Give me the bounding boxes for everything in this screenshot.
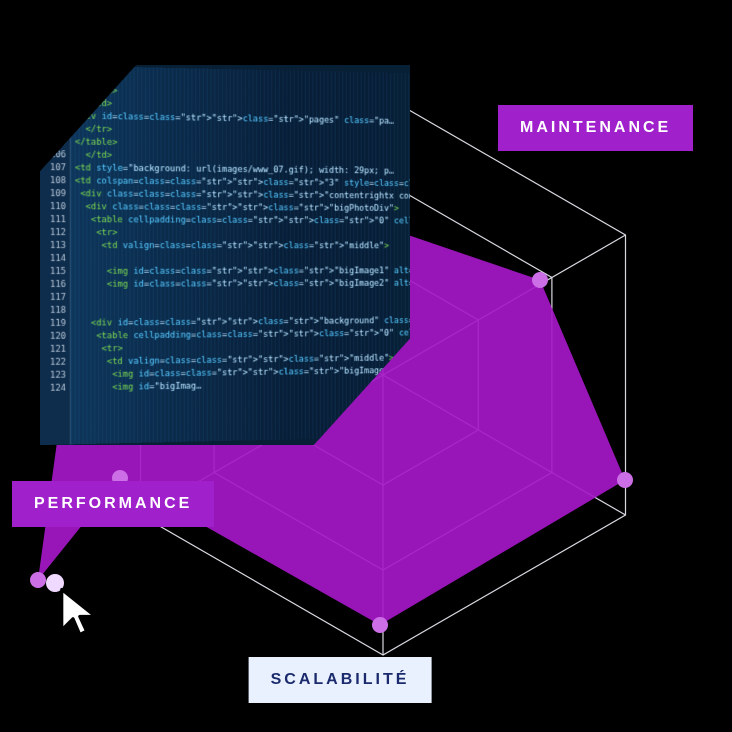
label-scalabilite: SCALABILITÉ xyxy=(249,657,432,703)
label-performance: PERFORMANCE xyxy=(12,481,214,527)
cursor-icon xyxy=(55,585,109,639)
code-content: </tr> </table> </td> <div id=class=class… xyxy=(71,66,410,445)
label-maintenance: MAINTENANCE xyxy=(498,105,693,151)
code-editor-overlay: 1001011021031041051061071081091101111121… xyxy=(40,65,410,445)
